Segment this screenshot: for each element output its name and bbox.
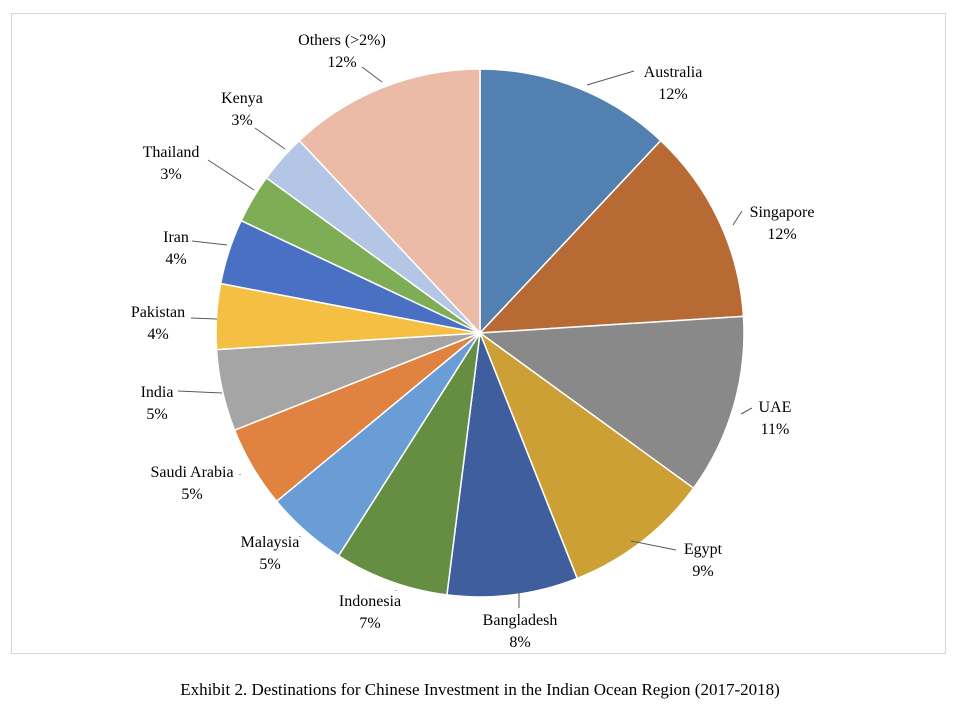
slice-label-australia: Australia [644,64,703,81]
slice-value-bangladesh: 8% [509,634,530,651]
slice-value-thailand: 3% [160,166,181,183]
leader-line-uae [740,407,753,415]
slice-value-others-2: 12% [327,54,356,71]
pie-slice-singapore [478,139,745,334]
pie-chart: Australia 12% Singapore 12% UAE 11% Egypt 9% Ban… [131,32,815,651]
slice-value-egypt: 9% [692,563,713,580]
slice-value-india: 5% [146,406,167,423]
leader-line-iran [191,240,228,246]
slice-label-iran: Iran [163,229,189,246]
leader-line-pakistan [190,317,218,320]
slice-label-malaysia: Malaysia [241,534,300,551]
slice-value-singapore: 12% [767,226,796,243]
slice-value-pakistan: 4% [147,326,168,343]
slice-label-indonesia: Indonesia [339,593,401,610]
leader-line-kenya [254,127,286,150]
leader-line-thailand [207,159,255,191]
leader-line-india [177,390,223,394]
leader-line-egypt [630,540,677,551]
chart-caption: Exhibit 2. Destinations for Chinese Inve… [180,680,780,699]
slice-value-indonesia: 7% [359,615,380,632]
pie-slice-bangladesh [446,332,579,598]
pie-slice-australia [479,68,662,335]
slice-label-others-2: Others (>2%) [298,32,386,49]
slice-value-saudi-arabia: 5% [181,486,202,503]
pie-slice-others-2 [298,68,481,335]
leader-line-singapore [732,210,743,226]
slice-label-kenya: Kenya [221,90,263,107]
slice-value-kenya: 3% [231,112,252,129]
slice-label-uae: UAE [759,399,792,416]
chart-frame [11,13,946,654]
slice-label-bangladesh: Bangladesh [483,612,558,629]
slice-value-uae: 11% [761,421,790,438]
pie-slice-egypt [478,330,695,580]
slice-label-singapore: Singapore [750,204,815,221]
leader-line-australia [586,70,635,86]
pie-slice-indonesia [337,332,481,596]
slice-label-thailand: Thailand [143,144,200,161]
slice-label-pakistan: Pakistan [131,304,185,321]
pie-slice-uae [477,315,745,490]
slice-value-australia: 12% [658,86,687,103]
leader-line-others-2 [361,66,383,83]
slice-value-malaysia: 5% [259,556,280,573]
slice-value-iran: 4% [165,251,186,268]
slice-label-saudi-arabia: Saudi Arabia [150,464,233,481]
slice-label-egypt: Egypt [684,541,723,558]
slice-label-india: India [141,384,174,401]
